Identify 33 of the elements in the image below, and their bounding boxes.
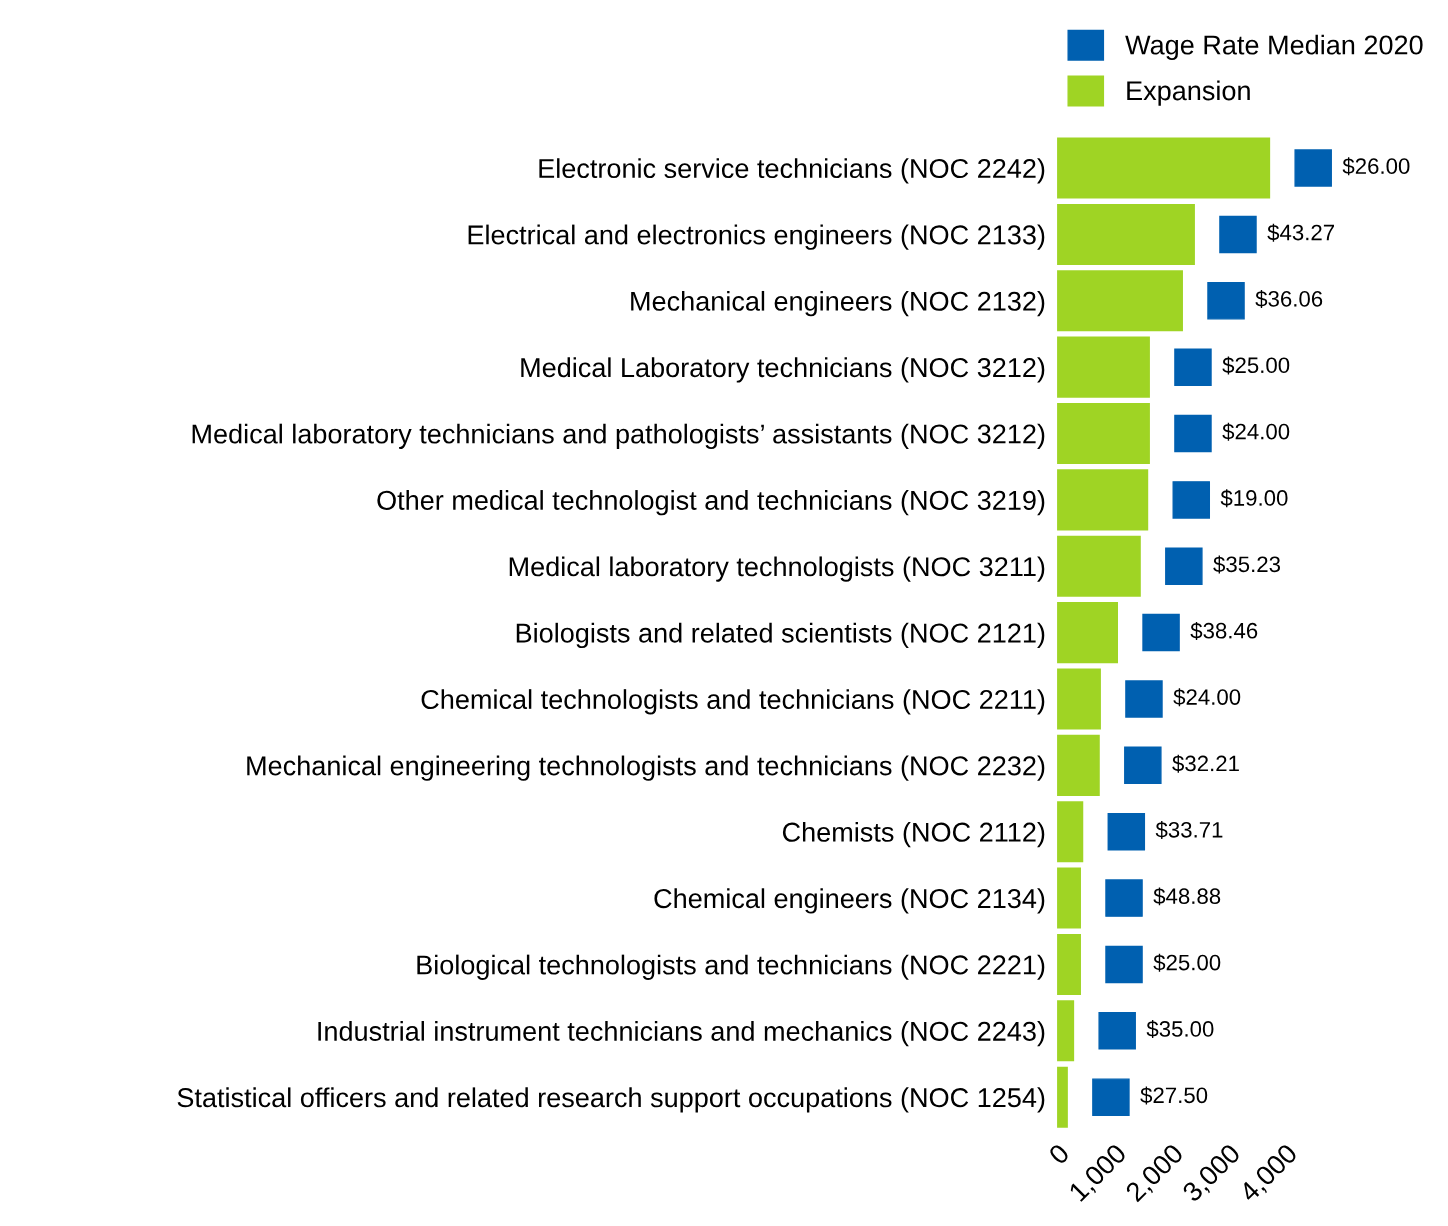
legend-label: Wage Rate Median 2020	[1125, 34, 1423, 60]
annotation: $24.00	[1222, 422, 1290, 441]
y-tick-label: Biologists and related scientists (NOC 2121)	[516, 622, 1045, 649]
annotation: $33.71	[1155, 821, 1223, 840]
y-tick-label: Medical laboratory technicians and pathologists’ assistants (NOC 3212)	[192, 423, 1045, 449]
y-tick-label: Chemical technologists and technicians (NOC 2211)	[421, 689, 1045, 715]
annotation: $48.88	[1153, 887, 1221, 906]
y-tick-label: Electronic service technicians (NOC 2242)	[539, 158, 1045, 184]
annotation: $25.00	[1153, 953, 1221, 972]
text: $26.00	[1342, 157, 1410, 176]
annotation: $24.00	[1173, 688, 1241, 707]
annotation: $38.46	[1190, 621, 1258, 640]
annotation: $43.27	[1267, 223, 1334, 242]
x-tick-label: 0	[1047, 1142, 1071, 1166]
y-tick-label: Chemical engineers (NOC 2134)	[654, 888, 1045, 914]
y-tick-label: Medical laboratory technologists (NOC 3211)	[509, 556, 1045, 582]
y-tick-label: Medical Laboratory technicians (NOC 3212)	[521, 357, 1045, 383]
y-tick-label: Chemists (NOC 2112)	[782, 821, 1045, 848]
y-tick-label: Industrial instrument technicians and mechanics (NOC 2243)	[318, 1021, 1045, 1047]
annotation: $27.50	[1140, 1086, 1208, 1105]
legend-label: Expansion	[1127, 80, 1250, 106]
annotation: $19.00	[1220, 489, 1288, 508]
annotation: $36.06	[1255, 290, 1323, 309]
annotation: $35.23	[1213, 555, 1281, 574]
annotation: $35.00	[1146, 1020, 1214, 1039]
y-tick-label: Electrical and electronics engineers (NOC 2133)	[468, 224, 1045, 250]
y-tick-label: Statistical officers and related research support occupations (NOC 1254)	[177, 1087, 1045, 1113]
y-tick-label: Mechanical engineers (NOC 2132)	[631, 290, 1045, 317]
annotation: $25.00	[1222, 356, 1290, 375]
y-tick-label: Mechanical engineering technologists and technicians (NOC 2232)	[247, 755, 1045, 781]
y-tick-label: Other medical technologist and technicians (NOC 3219)	[377, 490, 1045, 516]
annotation: $32.21	[1172, 754, 1239, 773]
y-tick-label: Biological technologists and technicians (NOC 2221)	[417, 954, 1045, 980]
